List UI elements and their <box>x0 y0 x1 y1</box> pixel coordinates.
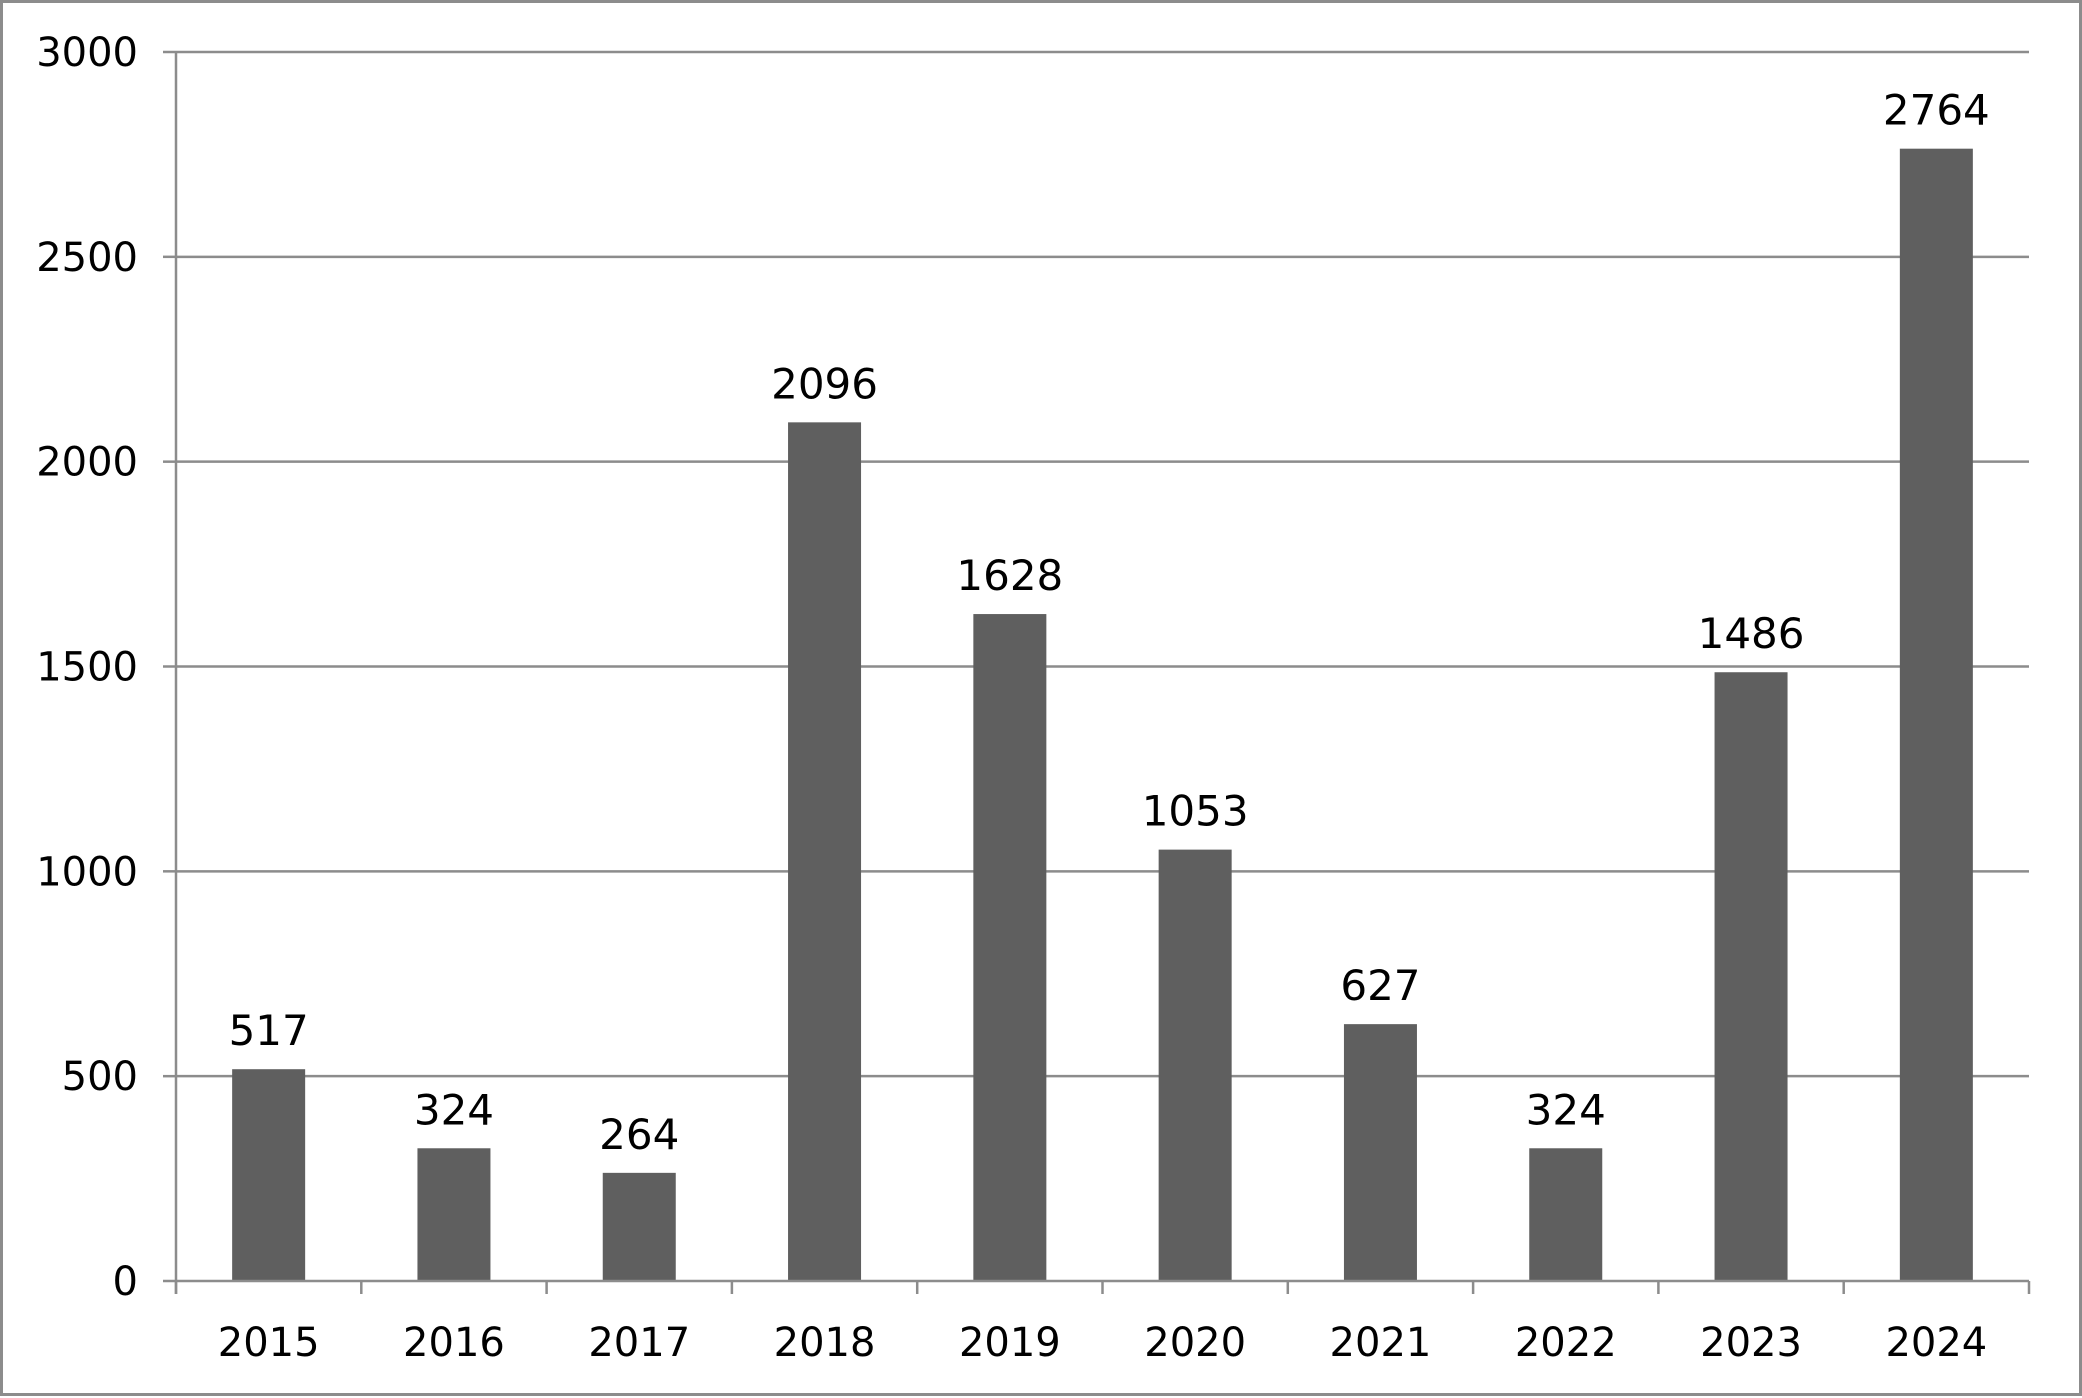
bar-2020 <box>1158 849 1232 1281</box>
data-label-2018: 2096 <box>771 359 878 408</box>
y-tick-label: 2000 <box>36 440 138 486</box>
x-tick-label-2020: 2020 <box>1144 1320 1246 1366</box>
x-tick-label-2022: 2022 <box>1515 1320 1617 1366</box>
x-tick-label-2023: 2023 <box>1700 1320 1802 1366</box>
bar-chart: 0 500 1000 1500 2000 2500 3000 517 2015 324 2016 26… <box>36 30 2031 1366</box>
x-tick-label-2017: 2017 <box>588 1320 690 1366</box>
axes <box>163 50 2031 1294</box>
y-tick-label: 500 <box>62 1054 138 1100</box>
x-tick-label-2021: 2021 <box>1330 1320 1432 1366</box>
data-label-2021: 627 <box>1340 961 1420 1010</box>
y-tick-label: 2500 <box>36 235 138 281</box>
y-tick-label: 1500 <box>36 645 138 691</box>
x-tick-label-2018: 2018 <box>774 1320 876 1366</box>
data-label-2024: 2764 <box>1883 86 1990 135</box>
y-tick-label: 1000 <box>36 849 138 895</box>
bar-2021 <box>1343 1024 1417 1281</box>
bar-2024 <box>1899 148 1973 1281</box>
x-tick-label-2024: 2024 <box>1885 1320 1987 1366</box>
x-tick-label-2016: 2016 <box>403 1320 505 1366</box>
bar-2023 <box>1714 672 1788 1281</box>
bar-2016 <box>417 1148 491 1281</box>
data-label-2015: 517 <box>229 1006 309 1055</box>
x-tick-label-2019: 2019 <box>959 1320 1061 1366</box>
data-label-2020: 1053 <box>1142 787 1249 836</box>
bar-2018 <box>788 422 862 1282</box>
data-label-2022: 324 <box>1526 1085 1606 1134</box>
y-tick-label: 0 <box>113 1259 138 1305</box>
bar-2015 <box>232 1069 306 1281</box>
y-tick-label: 3000 <box>36 30 138 76</box>
data-label-2019: 1628 <box>956 551 1063 600</box>
bar-2017 <box>602 1172 676 1281</box>
bars <box>232 148 1973 1282</box>
x-tick-label-2015: 2015 <box>218 1320 320 1366</box>
data-label-2016: 324 <box>414 1085 494 1134</box>
bar-2022 <box>1529 1148 1603 1281</box>
data-label-2017: 264 <box>599 1110 679 1159</box>
labels: 0 500 1000 1500 2000 2500 3000 517 2015 324 2016 26… <box>36 30 1990 1366</box>
data-label-2023: 1486 <box>1698 609 1805 658</box>
bar-2019 <box>973 614 1047 1281</box>
